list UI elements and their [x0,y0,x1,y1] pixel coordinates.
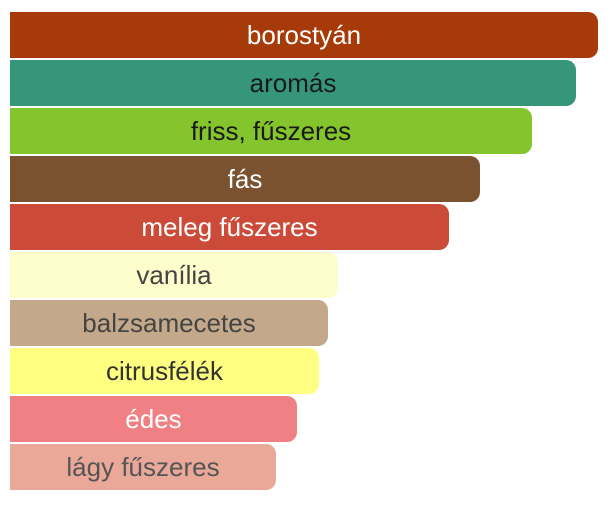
bar-6: vanília [10,252,338,298]
bar-label: balzsamecetes [82,307,256,338]
bar-label: lágy fűszeres [66,451,220,482]
bar-5: meleg fűszeres [10,204,449,250]
bar-label: friss, fűszeres [190,115,352,146]
bar-3: friss, fűszeres [10,108,532,154]
bar-label: édes [125,403,182,434]
bar-9: édes [10,396,297,442]
bar-label: borostyán [246,19,362,50]
bar-4: fás [10,156,480,202]
bar-label: vanília [136,259,212,290]
bar-label: fás [227,163,263,194]
bar-label: meleg fűszeres [141,211,318,242]
bar-8: citrusfélék [10,348,319,394]
bar-7: balzsamecetes [10,300,328,346]
bar-label: aromás [249,67,337,98]
bar-10: lágy fűszeres [10,444,276,490]
bar-2: aromás [10,60,576,106]
bar-label: citrusfélék [105,355,224,386]
bar-1: borostyán [10,12,598,58]
